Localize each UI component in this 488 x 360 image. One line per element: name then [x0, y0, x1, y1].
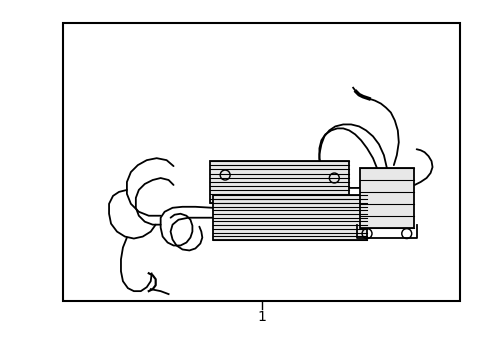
- Bar: [212, 195, 366, 240]
- Text: 1: 1: [257, 310, 266, 324]
- Bar: [210, 161, 348, 203]
- Bar: [359, 168, 413, 228]
- Bar: [63, 23, 459, 301]
